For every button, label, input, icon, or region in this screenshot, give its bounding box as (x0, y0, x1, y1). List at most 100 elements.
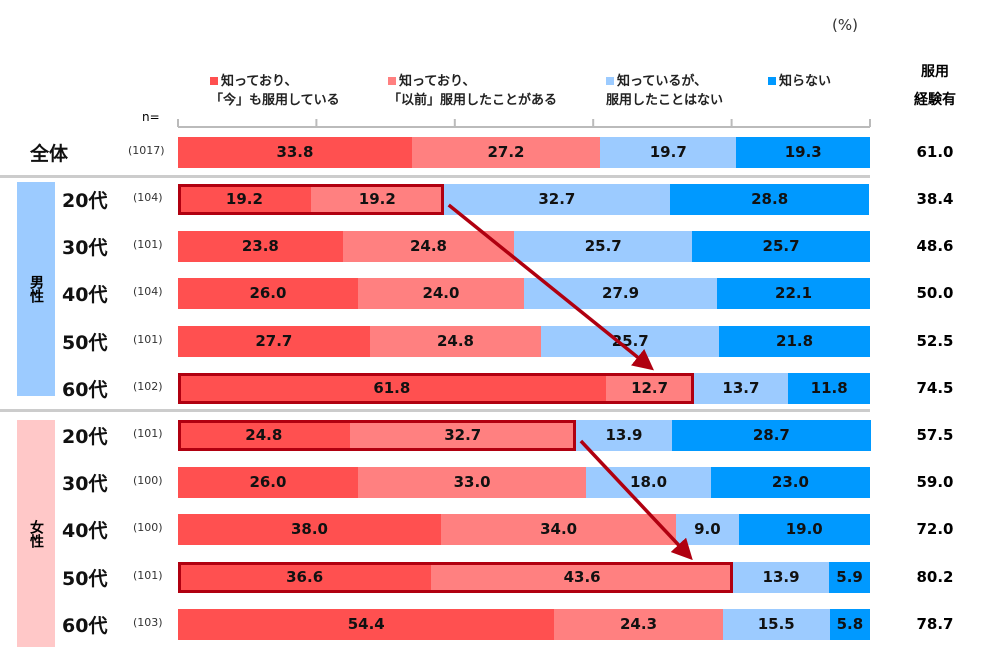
row-total: 57.5 (916, 426, 954, 444)
row-label: 60代 (62, 379, 108, 401)
bar-segment: 27.2 (411, 136, 601, 168)
bar-segment: 23.8 (178, 230, 343, 262)
row-total: 78.7 (916, 615, 954, 633)
legend-swatch (210, 77, 218, 85)
bar-segment: 11.8 (788, 372, 870, 404)
row-n: (102) (133, 380, 163, 393)
row-label: 40代 (62, 520, 108, 542)
row-n: (103) (133, 616, 163, 629)
bar-segment: 32.7 (443, 183, 670, 215)
total-header: 服用 経験有 (914, 64, 956, 108)
bar-segment: 19.2 (310, 183, 444, 215)
row-n: (1017) (128, 144, 165, 157)
bar-segment: 5.8 (829, 608, 870, 640)
bar-segment: 25.7 (514, 230, 693, 262)
bar-segment: 27.9 (524, 277, 718, 309)
bar-segment: 23.0 (710, 466, 870, 498)
row-n: (101) (133, 238, 163, 251)
bar-segment: 33.8 (178, 136, 412, 168)
highlight-box (178, 183, 444, 215)
bar-segment: 18.0 (586, 466, 711, 498)
row-total: 74.5 (916, 379, 954, 397)
bar-segment: 12.7 (605, 372, 694, 404)
row-total: 72.0 (916, 520, 954, 538)
legend-swatch (606, 77, 614, 85)
bar-segment: 25.7 (692, 230, 870, 262)
row-total: 38.4 (916, 190, 954, 208)
n-label: n= (142, 110, 160, 124)
bar-segment: 25.7 (541, 325, 720, 357)
legend-item: 知っているが、 服用したことはない (606, 72, 723, 110)
bar-segment: 26.0 (178, 466, 358, 498)
legend-item: 知っており、 「以前」服用したことがある (388, 72, 557, 110)
bar-segment: 22.1 (717, 277, 870, 309)
bar-segment: 21.8 (719, 325, 870, 357)
group-label: 男性 (17, 182, 55, 396)
bar-segment: 26.0 (178, 277, 358, 309)
legend-swatch (768, 77, 776, 85)
bar-segment: 28.7 (672, 419, 871, 451)
bar-segment: 24.0 (357, 277, 524, 309)
legend-swatch (388, 77, 396, 85)
row-total: 80.2 (916, 568, 954, 586)
bar-segment: 19.3 (736, 136, 870, 168)
row-label: 20代 (62, 190, 108, 212)
unit-label: (%) (832, 16, 858, 34)
bar-segment: 27.7 (178, 325, 370, 357)
bar-segment: 13.9 (732, 561, 830, 593)
row-label: 50代 (62, 568, 108, 590)
row-n: (104) (133, 285, 163, 298)
row-n: (101) (133, 333, 163, 346)
row-label: 20代 (62, 426, 108, 448)
row-total: 61.0 (916, 143, 954, 161)
bar-segment: 24.8 (178, 419, 350, 451)
row-label: 60代 (62, 615, 108, 637)
bar-segment: 9.0 (676, 513, 739, 545)
bar-segment: 33.0 (357, 466, 587, 498)
bar-segment: 19.2 (178, 183, 311, 215)
highlight-box (178, 372, 694, 404)
bar-segment: 19.0 (738, 513, 870, 545)
bar-segment: 43.6 (431, 561, 733, 593)
row-n: (100) (133, 521, 163, 534)
bar-segment: 61.8 (178, 372, 606, 404)
legend-item: 知っており、 「今」も服用している (210, 72, 340, 110)
legend-label: 知っているが、 服用したことはない (606, 74, 724, 108)
bar-segment: 13.7 (693, 372, 789, 404)
row-label: 40代 (62, 284, 108, 306)
bar-segment: 38.0 (178, 513, 441, 545)
row-label: 50代 (62, 332, 108, 354)
bar-segment: 24.3 (554, 608, 723, 640)
row-label: 30代 (62, 237, 108, 259)
legend-label: 知っており、 「今」も服用している (210, 74, 340, 108)
row-n: (101) (133, 569, 163, 582)
bar-segment: 36.6 (178, 561, 432, 593)
row-total: 59.0 (916, 473, 954, 491)
highlight-box (178, 419, 576, 451)
group-separator (0, 175, 870, 178)
row-total: 52.5 (916, 332, 954, 350)
bar-segment: 54.4 (178, 608, 555, 640)
bar-segment: 19.7 (600, 136, 737, 168)
row-total: 50.0 (916, 284, 954, 302)
row-label: 全体 (30, 143, 69, 165)
bar-segment: 28.8 (670, 183, 870, 215)
row-label: 30代 (62, 473, 108, 495)
bar-segment: 5.9 (829, 561, 870, 593)
bar-segment: 13.9 (575, 419, 673, 451)
row-n: (101) (133, 427, 163, 440)
legend-item: 知らない (768, 72, 831, 91)
bar-segment: 15.5 (722, 608, 830, 640)
legend-label: 知っており、 「以前」服用したことがある (388, 74, 558, 108)
legend-label: 知らない (779, 74, 832, 89)
row-n: (100) (133, 474, 163, 487)
highlight-box (178, 561, 733, 593)
bar-segment: 32.7 (349, 419, 576, 451)
row-n: (104) (133, 191, 163, 204)
bar-segment: 34.0 (440, 513, 677, 545)
group-separator (0, 409, 870, 412)
row-total: 48.6 (916, 237, 954, 255)
bar-segment: 24.8 (369, 325, 542, 357)
